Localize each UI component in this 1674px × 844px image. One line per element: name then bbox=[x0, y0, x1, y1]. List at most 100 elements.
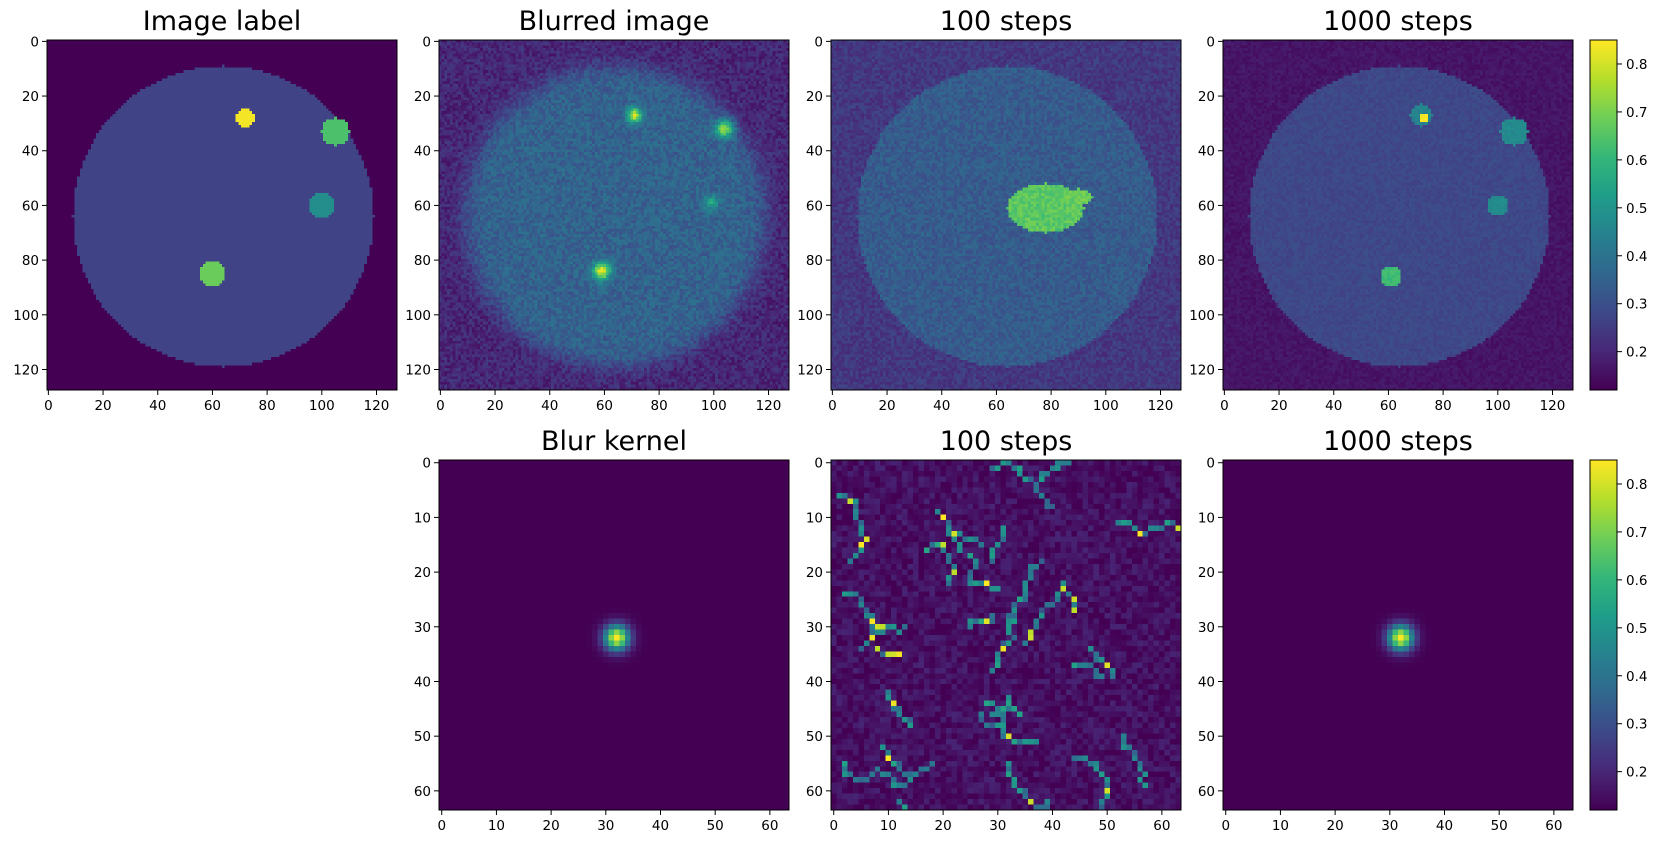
x-tick-label: 60 bbox=[204, 398, 221, 414]
colorbars: 0.20.30.40.50.60.70.80.20.30.40.50.60.70… bbox=[1589, 39, 1647, 811]
colorbar-gradient bbox=[1590, 40, 1617, 390]
heatmap-image bbox=[47, 40, 397, 390]
heatmap-image bbox=[439, 40, 789, 390]
panel-7: 1000 steps 0 10 20 30 40 50 60 0 10 20 30 40 50 60 bbox=[1198, 426, 1574, 834]
y-tick-label: 20 bbox=[806, 89, 823, 105]
x-tick-label: 100 bbox=[309, 398, 335, 414]
y-tick-label: 60 bbox=[414, 784, 431, 800]
y-tick-label: 20 bbox=[414, 89, 431, 105]
x-tick-label: 60 bbox=[596, 398, 613, 414]
axes-frame bbox=[830, 39, 1182, 391]
y-tick-label: 0 bbox=[30, 34, 39, 50]
y-tick-label: 10 bbox=[414, 510, 431, 526]
x-tick-label: 0 bbox=[1220, 398, 1229, 414]
x-tick-label: 20 bbox=[1270, 398, 1287, 414]
x-tick-label: 40 bbox=[1436, 818, 1453, 834]
panel-title: 100 steps bbox=[940, 426, 1073, 457]
y-tick-label: 10 bbox=[806, 510, 823, 526]
y-tick-label: 20 bbox=[806, 565, 823, 581]
panel-title: 100 steps bbox=[940, 6, 1073, 37]
y-tick-label: 0 bbox=[814, 456, 823, 472]
x-tick-label: 40 bbox=[933, 398, 950, 414]
panel-2: Blurred image 0 20 40 60 80 100 120 0 20 40 60 80 100… bbox=[405, 6, 790, 414]
x-tick-label: 40 bbox=[1325, 398, 1342, 414]
x-tick-label: 20 bbox=[878, 398, 895, 414]
y-tick-label: 0 bbox=[422, 34, 431, 50]
x-tick-label: 60 bbox=[761, 818, 778, 834]
axes-frame bbox=[46, 39, 398, 391]
y-tick-label: 80 bbox=[806, 253, 823, 269]
y-tick-label: 40 bbox=[414, 144, 431, 160]
x-tick-label: 120 bbox=[1540, 398, 1566, 414]
colorbar-tick-label: 0.3 bbox=[1626, 297, 1647, 313]
y-tick-label: 120 bbox=[797, 362, 823, 378]
y-tick-label: 0 bbox=[814, 34, 823, 50]
x-tick-label: 50 bbox=[1099, 818, 1116, 834]
colorbar-gradient bbox=[1590, 460, 1617, 810]
heatmap-image bbox=[1223, 40, 1573, 390]
x-tick-label: 20 bbox=[94, 398, 111, 414]
y-tick-label: 40 bbox=[1198, 674, 1215, 690]
colorbar-tick-label: 0.6 bbox=[1626, 153, 1647, 169]
y-tick-label: 60 bbox=[806, 198, 823, 214]
x-tick-label: 20 bbox=[1327, 818, 1344, 834]
panel-4: 1000 steps 0 20 40 60 80 100 120 0 20 40 60 80 100 120 bbox=[1189, 6, 1574, 414]
x-tick-label: 0 bbox=[44, 398, 53, 414]
x-tick-label: 30 bbox=[597, 818, 614, 834]
y-tick-label: 60 bbox=[22, 198, 39, 214]
colorbar-tick-label: 0.3 bbox=[1626, 717, 1647, 733]
colorbar-tick-label: 0.7 bbox=[1626, 105, 1647, 121]
panel-title: 1000 steps bbox=[1323, 6, 1473, 37]
y-tick-label: 40 bbox=[806, 144, 823, 160]
y-tick-label: 50 bbox=[414, 729, 431, 745]
x-tick-label: 50 bbox=[707, 818, 724, 834]
panel-title: Blur kernel bbox=[541, 426, 687, 457]
colorbar-frame bbox=[1589, 459, 1618, 811]
y-tick-label: 50 bbox=[1198, 729, 1215, 745]
y-tick-label: 80 bbox=[1198, 253, 1215, 269]
colorbar-tick-label: 0.5 bbox=[1626, 201, 1647, 217]
colorbar-tick-label: 0.5 bbox=[1626, 621, 1647, 637]
x-tick-label: 60 bbox=[1545, 818, 1562, 834]
heatmap-image bbox=[831, 460, 1181, 810]
y-tick-label: 80 bbox=[414, 253, 431, 269]
x-tick-label: 0 bbox=[437, 818, 446, 834]
x-tick-label: 40 bbox=[652, 818, 669, 834]
y-tick-label: 40 bbox=[806, 674, 823, 690]
x-tick-label: 60 bbox=[1380, 398, 1397, 414]
panel-title: Image label bbox=[143, 6, 301, 37]
y-tick-label: 40 bbox=[1198, 144, 1215, 160]
y-tick-label: 60 bbox=[1198, 784, 1215, 800]
x-tick-label: 80 bbox=[651, 398, 668, 414]
panel-3: 100 steps 0 20 40 60 80 100 120 0 20 40 60 80 100 120 bbox=[797, 6, 1182, 414]
x-tick-label: 10 bbox=[488, 818, 505, 834]
panel-1: Image label 0 20 40 60 80 100 120 0 20 40 60 80 100 12… bbox=[13, 6, 398, 414]
x-tick-label: 40 bbox=[541, 398, 558, 414]
y-tick-label: 0 bbox=[422, 456, 431, 472]
axes-frame bbox=[438, 459, 790, 811]
y-tick-label: 30 bbox=[1198, 620, 1215, 636]
colorbar-tick-label: 0.4 bbox=[1626, 249, 1647, 265]
x-tick-label: 80 bbox=[1043, 398, 1060, 414]
y-tick-label: 100 bbox=[13, 308, 39, 324]
y-tick-label: 40 bbox=[22, 144, 39, 160]
y-tick-label: 60 bbox=[414, 198, 431, 214]
colorbar-2: 0.2 0.3 0.4 0.5 0.6 0.7 0.8 bbox=[1589, 459, 1647, 811]
x-tick-label: 0 bbox=[829, 818, 838, 834]
y-tick-label: 10 bbox=[1198, 510, 1215, 526]
x-tick-label: 60 bbox=[1153, 818, 1170, 834]
axes-frame bbox=[830, 459, 1182, 811]
y-tick-label: 100 bbox=[1189, 308, 1215, 324]
heatmap-image bbox=[439, 460, 789, 810]
y-tick-label: 0 bbox=[1206, 34, 1215, 50]
x-tick-label: 10 bbox=[1272, 818, 1289, 834]
y-tick-label: 60 bbox=[806, 784, 823, 800]
x-tick-label: 20 bbox=[935, 818, 952, 834]
colorbar-1: 0.2 0.3 0.4 0.5 0.6 0.7 0.8 bbox=[1589, 39, 1647, 391]
heatmap-image bbox=[831, 40, 1181, 390]
colorbar-tick-label: 0.4 bbox=[1626, 669, 1647, 685]
y-tick-label: 20 bbox=[22, 89, 39, 105]
x-tick-label: 10 bbox=[880, 818, 897, 834]
x-tick-label: 30 bbox=[989, 818, 1006, 834]
